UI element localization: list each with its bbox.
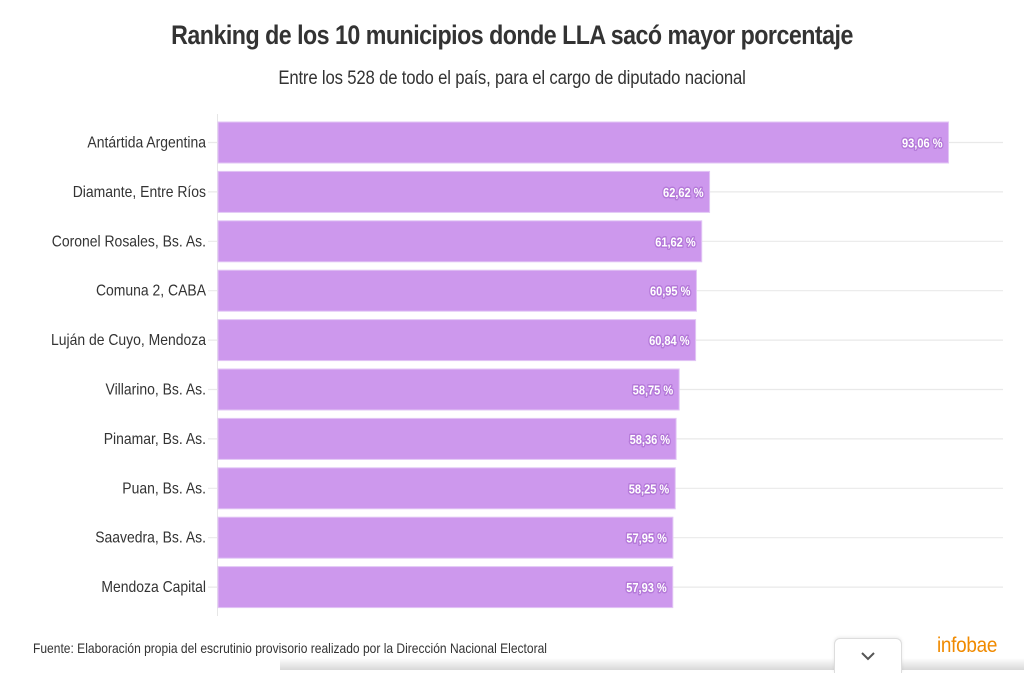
bar[interactable]	[217, 467, 676, 510]
bar[interactable]	[217, 368, 680, 411]
bar[interactable]	[217, 417, 677, 460]
value-label: 60,84 %	[649, 333, 690, 348]
value-label: 57,93 %	[626, 580, 667, 595]
bar[interactable]	[217, 220, 703, 263]
category-label: Luján de Cuyo, Mendoza	[51, 332, 207, 349]
value-label: 60,95 %	[650, 284, 691, 299]
category-label: Puan, Bs. As.	[122, 481, 206, 498]
value-label: 62,62 %	[663, 185, 704, 200]
bar-chart: Antártida Argentina Diamante, Entre Ríos C…	[51, 114, 1003, 616]
value-label: 57,95 %	[626, 531, 667, 546]
value-label: 58,36 %	[630, 432, 671, 447]
category-label: Antártida Argentina	[87, 135, 206, 152]
category-label: Pinamar, Bs. As.	[104, 431, 206, 448]
bar[interactable]	[217, 516, 674, 559]
chevron-down-icon	[861, 652, 875, 661]
bar[interactable]	[217, 566, 674, 609]
footer-shade	[280, 658, 1024, 670]
bar[interactable]	[217, 170, 711, 213]
category-label: Comuna 2, CABA	[96, 283, 206, 300]
bars	[217, 121, 950, 609]
category-labels: Antártida Argentina Diamante, Entre Ríos C…	[51, 135, 207, 596]
chart-subtitle: Entre los 528 de todo el país, para el c…	[278, 68, 746, 89]
category-label: Mendoza Capital	[101, 579, 206, 596]
infobae-logo[interactable]: infobae	[937, 634, 998, 657]
bar[interactable]	[217, 319, 697, 362]
category-label: Diamante, Entre Ríos	[73, 184, 206, 201]
category-label: Villarino, Bs. As.	[106, 382, 206, 399]
bar[interactable]	[217, 269, 697, 312]
category-label: Saavedra, Bs. As.	[95, 530, 206, 547]
source-note: Fuente: Elaboración propia del escrutini…	[33, 640, 547, 656]
value-label: 58,75 %	[633, 383, 674, 398]
chart-title: Ranking de los 10 municipios donde LLA s…	[171, 20, 853, 50]
value-label: 58,25 %	[629, 481, 670, 496]
expand-button[interactable]	[834, 638, 902, 673]
value-labels: 93,06 % 62,62 % 61,62 % 60,95 % 60,84 % 58,75…	[625, 134, 944, 596]
value-label: 93,06 %	[902, 136, 943, 151]
bar[interactable]	[217, 121, 950, 164]
value-label: 61,62 %	[655, 234, 696, 249]
category-label: Coronel Rosales, Bs. As.	[52, 234, 206, 251]
